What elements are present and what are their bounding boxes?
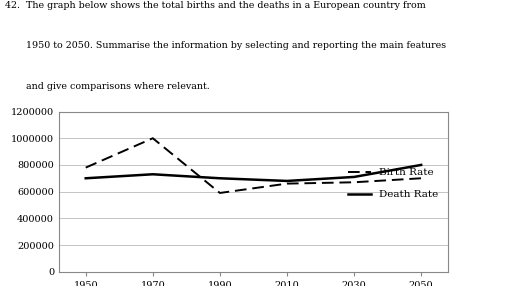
Text: and give comparisons where relevant.: and give comparisons where relevant.: [5, 82, 210, 90]
Text: 1950 to 2050. Summarise the information by selecting and reporting the main feat: 1950 to 2050. Summarise the information …: [5, 41, 446, 50]
Legend: Birth Rate, Death Rate: Birth Rate, Death Rate: [344, 164, 443, 203]
Text: 42.  The graph below shows the total births and the deaths in a European country: 42. The graph below shows the total birt…: [5, 1, 426, 10]
